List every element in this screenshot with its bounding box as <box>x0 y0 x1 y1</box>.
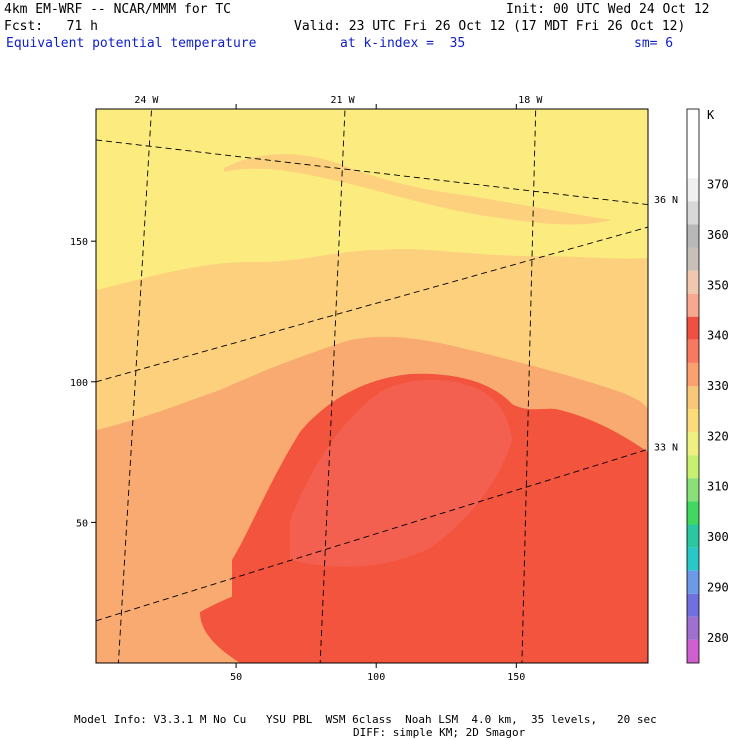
meridian-line <box>117 109 152 663</box>
colorbar-swatch <box>687 109 699 133</box>
smoothing-label: sm= 6 <box>634 36 674 51</box>
colorbar-swatch <box>687 639 699 663</box>
colorbar-swatch <box>687 339 699 363</box>
valid-time: Valid: 23 UTC Fri 26 Oct 12 (17 MDT Fri … <box>294 19 686 34</box>
parallel-line <box>96 139 648 206</box>
colorbar-swatch <box>687 432 699 456</box>
parallel-line <box>96 448 648 622</box>
colorbar-swatch <box>687 224 699 248</box>
colorbar-label: 290 <box>707 580 729 594</box>
diffusion-info: DIFF: simple KM; 2D Smagor <box>353 726 526 739</box>
colorbar-label: 350 <box>707 278 729 292</box>
y-tick-label: 150 <box>70 237 88 248</box>
latitude-label: 36 N <box>654 195 678 206</box>
x-tick-label: 100 <box>367 672 385 683</box>
colorbar: K 280 290 300 310 320 330 340 350 360 370 <box>686 108 729 664</box>
meridian-line <box>319 109 346 663</box>
longitude-label: 21 W <box>331 95 356 106</box>
colorbar-unit: K <box>707 108 715 122</box>
y-axis-ticks: 50 100 150 <box>70 237 96 529</box>
colorbar-swatch <box>687 270 699 294</box>
colorbar-swatch <box>687 132 699 156</box>
colorbar-label: 370 <box>707 178 729 192</box>
colorbar-swatch <box>687 593 699 617</box>
longitude-label: 24 W <box>134 95 159 106</box>
latitude-label: 33 N <box>654 442 678 453</box>
x-axis-ticks: 50 100 150 <box>230 104 525 683</box>
colorbar-label: 300 <box>707 530 729 544</box>
colorbar-swatch <box>687 362 699 386</box>
colorbar-swatch <box>687 478 699 502</box>
colorbar-swatch <box>687 455 699 479</box>
colorbar-swatch <box>687 501 699 525</box>
parallel-line <box>96 226 648 383</box>
meridian-line <box>521 109 537 663</box>
k-index-label: at k-index = 35 <box>340 36 466 51</box>
plot-frame <box>95 108 649 664</box>
colorbar-label: 320 <box>707 429 729 443</box>
x-tick-label: 150 <box>507 672 525 683</box>
region-sw-tongue <box>200 581 324 663</box>
equivalent-potential-temperature-map <box>96 109 648 663</box>
colorbar-swatch <box>687 316 699 340</box>
forecast-hour: Fcst: 71 h <box>4 19 98 34</box>
colorbar-swatch <box>687 247 699 271</box>
init-time: Init: 00 UTC Wed 24 Oct 12 <box>506 2 710 17</box>
longitude-label: 18 W <box>518 95 543 106</box>
colorbar-swatch <box>687 201 699 225</box>
x-tick-label: 50 <box>230 672 242 683</box>
colorbar-label: 340 <box>707 329 729 343</box>
longitude-labels: 24 W 21 W 18 W <box>134 95 543 106</box>
y-tick-label: 100 <box>70 378 88 389</box>
colorbar-label: 310 <box>707 480 729 494</box>
colorbar-swatch <box>687 409 699 433</box>
field-name: Equivalent potential temperature <box>6 36 257 51</box>
colorbar-swatch <box>687 386 699 410</box>
colorbar-swatch <box>687 570 699 594</box>
lat-lon-graticule <box>96 109 648 663</box>
colorbar-swatch <box>687 178 699 202</box>
colorbar-label: 360 <box>707 228 729 242</box>
model-info: Model Info: V3.3.1 M No Cu YSU PBL WSM 6… <box>74 713 657 726</box>
region-core-345 <box>290 379 512 567</box>
model-title: 4km EM-WRF -- NCAR/MMM for TC <box>4 2 231 17</box>
colorbar-swatch <box>687 547 699 571</box>
colorbar-swatch <box>687 155 699 179</box>
colorbar-swatch <box>687 293 699 317</box>
colorbar-frame <box>686 108 700 664</box>
colorbar-label: 330 <box>707 379 729 393</box>
y-tick-label: 50 <box>76 518 88 529</box>
colorbar-swatch <box>687 524 699 548</box>
colorbar-swatch <box>687 616 699 640</box>
latitude-labels: 36 N 33 N <box>654 195 678 453</box>
colorbar-label: 280 <box>707 631 729 645</box>
streak-upper <box>224 153 612 225</box>
